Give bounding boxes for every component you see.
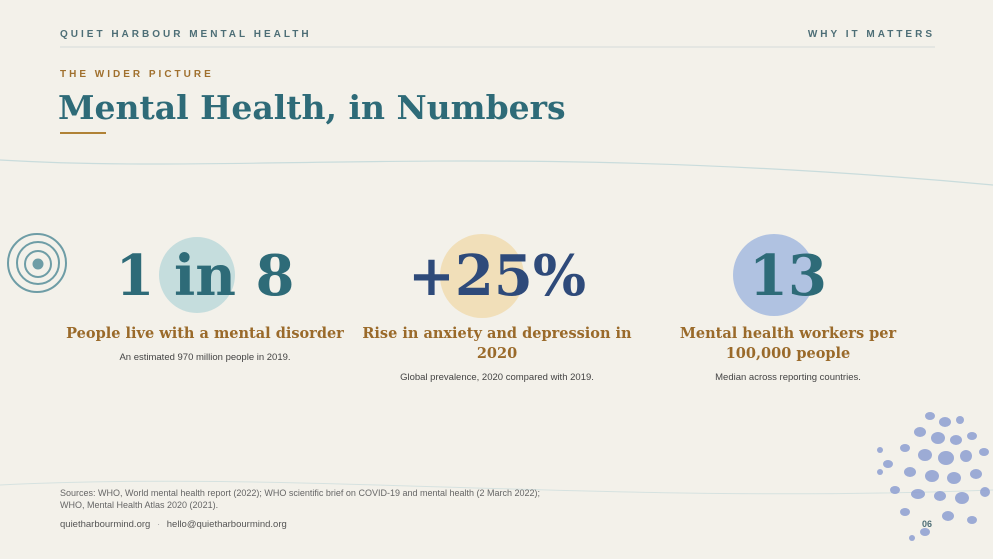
source-line: Sources: WHO, World mental health report… [60, 488, 541, 498]
spiral [7, 233, 67, 293]
footer: quietharbourmind.org · hello@quietharbou… [60, 519, 287, 530]
stat-label: Mental health workers per 100,000 people [679, 325, 897, 362]
pebbles [877, 412, 990, 541]
stat-label: People live with a mental disorder [66, 325, 344, 342]
wave [0, 480, 993, 495]
stat-value: +25% [407, 243, 587, 309]
email: hello@quietharbourmind.org [166, 519, 287, 530]
title: Mental Health, in Numbers [58, 88, 566, 127]
stat-value: 13 [749, 243, 827, 309]
section-label: WHY IT MATTERS [807, 29, 935, 40]
stat-label: Rise in anxiety and depression in 2020 [362, 325, 632, 362]
website: quietharbourmind.org [60, 519, 151, 530]
separator: · [156, 519, 161, 530]
source-line: WHO, Mental Health Atlas 2020 (2021). [60, 500, 219, 510]
stat-description: Median across reporting countries. [715, 372, 861, 383]
highlight-circle [733, 234, 815, 316]
highlight-circle [440, 234, 524, 318]
stat-description: An estimated 970 million people in 2019. [119, 352, 291, 363]
stat-description: Global prevalence, 2020 compared with 20… [400, 372, 594, 383]
stat-value: 1 in 8 [115, 243, 295, 309]
eyebrow: THE WIDER PICTURE [60, 69, 214, 80]
page-number: 06 [922, 519, 933, 529]
wave [0, 159, 993, 186]
brand: QUIET HARBOUR MENTAL HEALTH [60, 29, 312, 40]
highlight-circle [159, 237, 235, 313]
